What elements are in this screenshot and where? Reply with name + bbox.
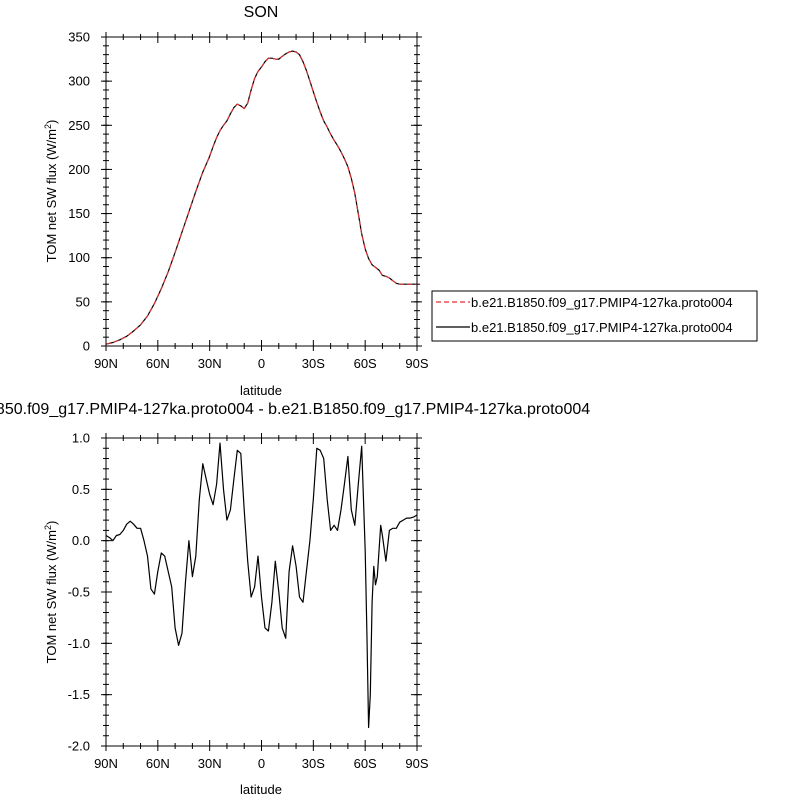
y-tick-label: 200 xyxy=(68,162,90,177)
bottom-panel: b.e21.B1850.f09_g17.PMIP4-127ka.proto004… xyxy=(0,401,590,797)
series-line-0 xyxy=(105,50,417,345)
top-series-group xyxy=(105,50,417,345)
x-tick-label: 60S xyxy=(354,356,377,371)
top-y-tick-labels: 0 50 100 150 200 250 300 350 xyxy=(68,30,90,354)
y-tick-label: 250 xyxy=(68,118,90,133)
y-tick-label: -0.5 xyxy=(68,585,90,600)
y-tick-label: 50 xyxy=(76,294,90,309)
top-x-axis-label: latitude xyxy=(240,383,282,398)
y-tick-label: 300 xyxy=(68,74,90,89)
y-tick-label: 0.0 xyxy=(72,533,90,548)
y-tick-label: 350 xyxy=(68,30,90,45)
top-chart-title: SON xyxy=(244,4,279,21)
bottom-chart-title: b.e21.B1850.f09_g17.PMIP4-127ka.proto004… xyxy=(0,401,590,418)
x-tick-label: 0 xyxy=(258,356,265,371)
legend-box xyxy=(431,290,758,342)
legend-label-0: b.e21.B1850.f09_g17.PMIP4-127ka.proto004 xyxy=(471,295,733,310)
bottom-y-axis-label: TOM net SW flux (W/m2) xyxy=(43,521,59,664)
x-tick-label: 60N xyxy=(146,356,170,371)
bottom-x-axis-label: latitude xyxy=(240,782,282,797)
y-tick-label: 100 xyxy=(68,250,90,265)
x-tick-label: 30S xyxy=(302,756,325,771)
top-y-axis-label: TOM net SW flux (W/m2) xyxy=(43,120,59,263)
top-plot-frame xyxy=(105,36,418,347)
x-tick-label: 90N xyxy=(94,756,118,771)
bottom-plot-frame xyxy=(105,437,418,747)
top-x-tick-labels: 90N 60N 30N 0 30S 60S 90S xyxy=(94,356,429,371)
bottom-y-tick-labels: -2.0 -1.5 -1.0 -0.5 0.0 0.5 1.0 xyxy=(68,431,90,754)
x-tick-label: 30S xyxy=(302,356,325,371)
top-panel: SON 90N 60N 30N 0 30S 60S 90S 0 50 100 150 200 250 3… xyxy=(43,4,758,398)
y-tick-label: 150 xyxy=(68,206,90,221)
x-tick-label: 90S xyxy=(405,756,428,771)
top-axis-ticks xyxy=(101,32,422,351)
y-tick-label: 0 xyxy=(83,339,90,354)
bottom-x-tick-labels: 90N 60N 30N 0 30S 60S 90S xyxy=(94,756,429,771)
x-tick-label: 60N xyxy=(146,756,170,771)
legend: b.e21.B1850.f09_g17.PMIP4-127ka.proto004… xyxy=(431,290,758,342)
series-line-1 xyxy=(105,50,417,345)
x-tick-label: 90S xyxy=(405,356,428,371)
y-tick-label: 1.0 xyxy=(72,431,90,446)
x-tick-label: 60S xyxy=(354,756,377,771)
bottom-series-group xyxy=(105,442,418,729)
x-tick-label: 0 xyxy=(258,756,265,771)
x-tick-label: 30N xyxy=(198,756,222,771)
y-tick-label: -1.0 xyxy=(68,636,90,651)
x-tick-label: 30N xyxy=(198,356,222,371)
series-line-0 xyxy=(105,442,418,729)
legend-label-1: b.e21.B1850.f09_g17.PMIP4-127ka.proto004 xyxy=(471,320,733,335)
y-tick-label: 0.5 xyxy=(72,482,90,497)
x-tick-label: 90N xyxy=(94,356,118,371)
y-tick-label: -1.5 xyxy=(68,687,90,702)
y-tick-label: -2.0 xyxy=(68,739,90,754)
